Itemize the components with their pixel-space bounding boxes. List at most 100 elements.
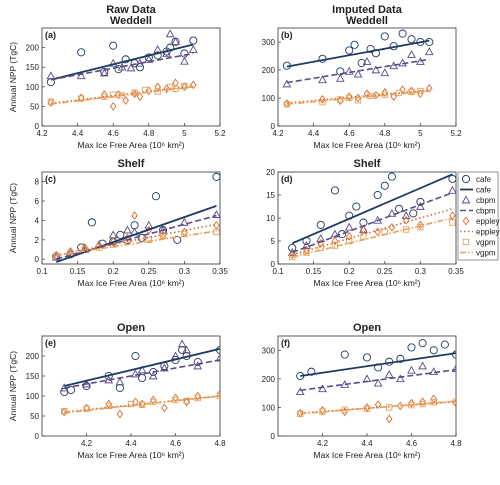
x-tick-label: 5.2 (450, 129, 462, 138)
x-tick-label: 5.2 (214, 129, 226, 138)
x-tick-label: 4.6 (170, 439, 182, 448)
cafe-point (448, 174, 456, 183)
x-tick-label: 0.1 (36, 267, 48, 276)
panel-e: Open 4.2 4.4 4.6 4.8 0 50 100 150 200 (e) Max Ice F… (8, 322, 226, 460)
cbpm-fit-line (291, 191, 453, 254)
cafe-point (373, 190, 382, 200)
y-tick-label: 100 (26, 392, 40, 401)
y-axis-label: Annual NPP (TgC) (8, 42, 18, 112)
eppley-point (337, 96, 344, 106)
panel-title: Shelf (354, 158, 381, 170)
y-tick-label: 8 (35, 178, 40, 187)
cbpm-point (162, 48, 171, 57)
cbpm-point (115, 377, 125, 386)
eppley-point (390, 92, 397, 101)
legend-label: vgpm (476, 238, 496, 247)
x-axis-label: Max Ice Free Area (10⁶ km²) (314, 278, 421, 288)
panel-title: Open (117, 322, 145, 334)
eppley-point (397, 401, 404, 411)
cbpm-point (165, 29, 175, 38)
cafe-point (153, 51, 162, 60)
plot-area (46, 29, 198, 111)
cafe-point (350, 40, 359, 49)
y-tick-label: 4 (35, 216, 40, 225)
x-tick-label: 0.1 (272, 267, 284, 276)
cafe-point (394, 204, 404, 213)
vgpm-fit-line (292, 217, 453, 258)
cafe-point (212, 172, 220, 181)
x-tick-label: 0.25 (141, 267, 157, 276)
vgpm-point (47, 98, 55, 105)
eppley-point (116, 409, 124, 419)
eppley-point (105, 399, 113, 409)
cbpm-point (295, 387, 305, 396)
y-tick-label: 0 (271, 122, 276, 131)
panel-label: (c) (45, 174, 56, 184)
y-tick-label: 5 (271, 237, 276, 246)
eppley-point (131, 211, 138, 220)
panel-b: Imputed Data Weddell 4.2 4.4 4.6 4.8 5 5.2 0 100 2… (262, 4, 462, 150)
y-tick-label: 6 (35, 197, 40, 206)
y-tick-label: 50 (30, 412, 39, 421)
plot-area (295, 339, 456, 424)
plot-frame (41, 27, 221, 127)
legend-label: cbpm (476, 207, 496, 216)
cbpm-fit-line (50, 52, 194, 81)
eppley-point (122, 96, 129, 105)
x-tick-label: 4.8 (143, 129, 155, 138)
vgpm-point (213, 228, 220, 236)
y-tick-label: 100 (262, 94, 276, 103)
vgpm-point (183, 397, 190, 404)
cbpm-point (160, 363, 169, 372)
x-tick-label: 5 (418, 129, 423, 138)
y-tick-label: 200 (26, 352, 40, 361)
vgpm-fit-line (64, 395, 220, 414)
x-tick-label: 4.2 (272, 129, 284, 138)
vgpm-point (127, 400, 135, 408)
y-tick-label: 200 (26, 44, 40, 53)
plot-area (287, 172, 456, 261)
cbpm-point (46, 71, 56, 80)
y-tick-label: 0 (271, 260, 276, 269)
legend-marker-cafe (461, 174, 471, 184)
eppley-point (402, 215, 410, 225)
eppley-point (183, 397, 190, 407)
cbpm-point (371, 65, 381, 74)
x-tick-label: 4.8 (214, 439, 226, 448)
plot-frame (277, 27, 457, 127)
x-tick-label: 0.3 (179, 267, 191, 276)
cafe-point (116, 230, 125, 239)
x-tick-label: 0.35 (448, 267, 464, 276)
eppley-point (385, 414, 393, 424)
panel-title: Open (353, 322, 381, 334)
eppley-fit-line (56, 223, 217, 257)
legend-label: eppley (476, 228, 500, 237)
vgpm-point (172, 396, 179, 404)
plot-area (59, 339, 220, 419)
cbpm-point (177, 339, 187, 348)
panel-f: Open 4.2 4.4 4.6 4.8 0 100 200 300 (f) Max Ice Fre… (262, 322, 462, 460)
x-tick-label: 5 (182, 129, 187, 138)
eppley-point (154, 82, 161, 92)
cafe-point (100, 67, 109, 76)
y-axis-label: Annual NPP (TgC) (8, 351, 18, 421)
cafe-point (138, 373, 147, 383)
cafe-point (115, 383, 124, 393)
cafe-point (180, 49, 189, 58)
eppley-point (115, 90, 122, 99)
cbpm-point (171, 37, 180, 46)
cbpm-point (318, 75, 327, 84)
cafe-point (338, 230, 347, 239)
y-tick-label: 150 (26, 372, 40, 381)
y-tick-label: 20 (266, 168, 275, 177)
cafe-point (396, 354, 405, 363)
eppley-point (145, 86, 153, 96)
cafe-point (440, 340, 449, 349)
cafe-point (77, 48, 86, 57)
eppley-point (131, 89, 138, 99)
y-axis-label: Annual NPP (TgC) (8, 183, 18, 253)
cafe-point (87, 218, 96, 227)
cafe-point (189, 36, 198, 45)
cafe-point (151, 192, 160, 201)
x-tick-label: 0.2 (108, 267, 120, 276)
